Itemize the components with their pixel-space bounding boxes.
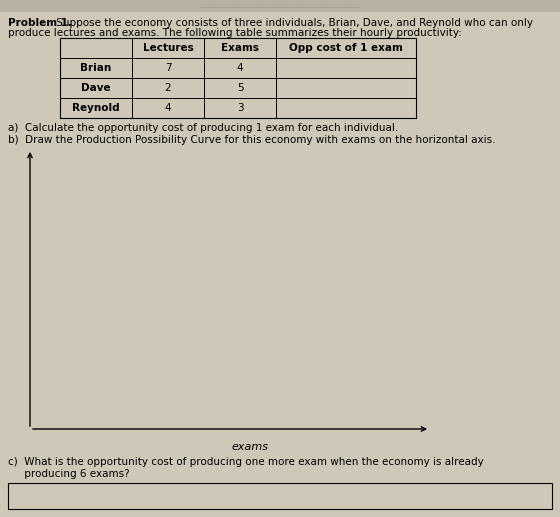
Text: Suppose the economy consists of three individuals, Brian, Dave, and Reynold who : Suppose the economy consists of three in… [53,18,533,28]
Text: 4: 4 [237,63,243,73]
Text: Brian: Brian [81,63,111,73]
Text: a)  Calculate the opportunity cost of producing 1 exam for each individual.: a) Calculate the opportunity cost of pro… [8,123,398,133]
Bar [8,483,552,509]
Text: b)  Draw the Production Possibility Curve for this economy with exams on the hor: b) Draw the Production Possibility Curve… [8,135,496,145]
Text: Opp cost of 1 exam: Opp cost of 1 exam [289,43,403,53]
Text: 7: 7 [165,63,171,73]
Text: Dave: Dave [81,83,111,93]
Bar [0,0,560,12]
Text: 3: 3 [237,103,243,113]
Text: Reynold: Reynold [72,103,120,113]
Text: Problem 1.: Problem 1. [8,18,72,28]
Bar [60,38,416,118]
Text: c)  What is the opportunity cost of producing one more exam when the economy is : c) What is the opportunity cost of produ… [8,457,484,479]
Text: Lectures: Lectures [143,43,193,53]
Text: 2: 2 [165,83,171,93]
Text: 5: 5 [237,83,243,93]
Text: Exams: Exams [221,43,259,53]
Text: produce lectures and exams. The following table summarizes their hourly producti: produce lectures and exams. The followin… [8,28,462,38]
Text: 4: 4 [165,103,171,113]
Text: exams: exams [231,442,268,452]
